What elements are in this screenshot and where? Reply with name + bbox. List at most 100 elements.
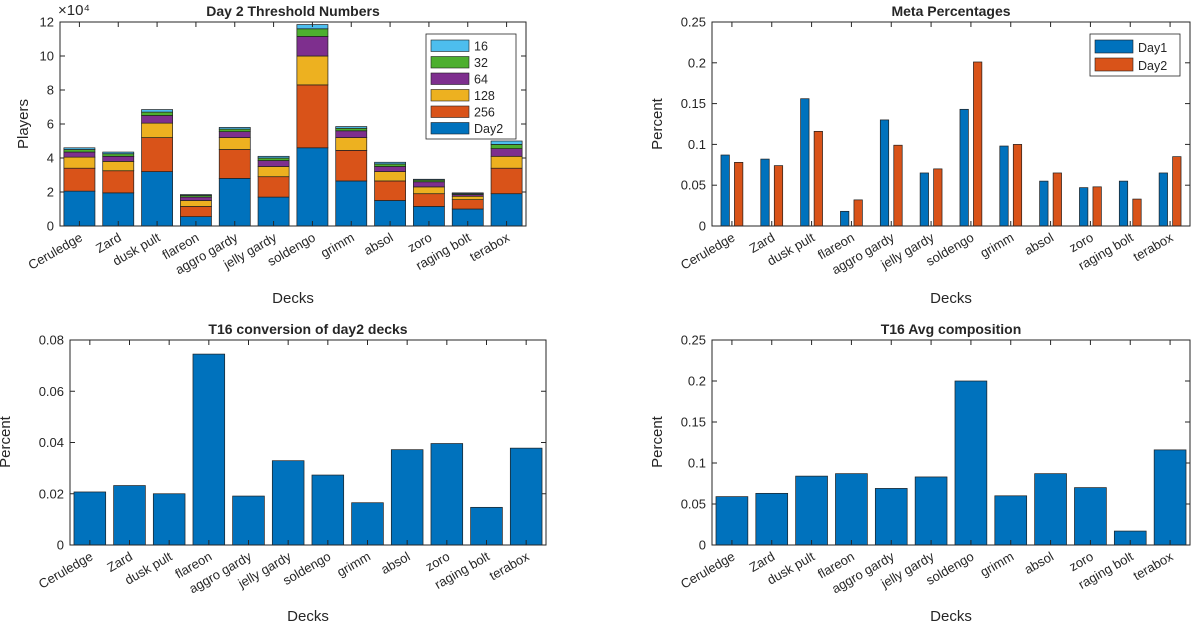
bar-segment — [490, 144, 523, 150]
bar-segment — [218, 127, 251, 130]
bar — [919, 172, 929, 227]
legend-label: 16 — [474, 40, 488, 54]
x-tick-label: absol — [1022, 549, 1057, 578]
y-tick-layer: 0 0.05 0.1 0.15 0.2 0.25 — [681, 15, 1190, 234]
bar-segment — [102, 170, 135, 194]
y-tick-label: 0.06 — [39, 384, 64, 399]
bar-segment — [413, 193, 445, 207]
bar — [853, 199, 863, 227]
legend-swatch — [430, 56, 470, 69]
bar — [1153, 449, 1187, 546]
chart-title: Meta Percentages — [891, 3, 1010, 19]
bar — [813, 130, 823, 227]
chart-title: T16 Avg composition — [881, 321, 1022, 337]
y-tick-layer: 0 0.05 0.1 0.15 0.2 0.25 — [681, 333, 1190, 553]
bar-segment — [490, 148, 523, 157]
bar — [755, 492, 789, 546]
bar-segment — [490, 140, 523, 145]
legend-label: Day2 — [1138, 59, 1167, 73]
bar-segment — [413, 181, 445, 188]
bar-segment — [257, 160, 290, 167]
legend-label: Day2 — [474, 122, 503, 136]
x-tick-label: absol — [1022, 230, 1057, 259]
bar-segment — [218, 149, 251, 179]
legend-label: Day1 — [1138, 41, 1167, 55]
bar — [760, 158, 770, 227]
bar-segment — [335, 180, 368, 227]
bar-segment — [63, 151, 96, 158]
bar — [1158, 172, 1168, 227]
y-tick-label: 0.25 — [681, 15, 706, 30]
y-tick-label: 0.25 — [681, 333, 706, 348]
bar-segment — [451, 199, 484, 210]
bar-segment — [374, 163, 406, 167]
bar-segment — [102, 161, 135, 172]
bar-segment — [102, 153, 135, 157]
y-axis-exponent: ×10⁴ — [58, 2, 90, 19]
bar-segment — [335, 150, 368, 182]
y-tick-label: 0.02 — [39, 486, 64, 501]
bar — [933, 168, 943, 227]
bar — [430, 443, 464, 546]
bar-segment — [490, 193, 523, 227]
x-tick-label: terabox — [487, 548, 532, 583]
y-tick-label: 0.15 — [681, 96, 706, 111]
bar-segment — [335, 137, 368, 151]
bar-segment — [102, 151, 135, 155]
x-tick-label: grimm — [334, 549, 373, 580]
bar — [874, 488, 908, 546]
bar — [1034, 473, 1067, 546]
bars-layer — [715, 380, 1187, 546]
x-tick-label: Ceruledge — [36, 549, 95, 592]
axes-box — [711, 339, 1191, 546]
legend-swatch — [1094, 39, 1134, 54]
bar-segment — [374, 171, 406, 182]
x-tick-label: Ceruledge — [25, 230, 84, 273]
chart-t16-avg-composition: T16 Avg composition 00.050.10.150.20.25 … — [649, 321, 1191, 625]
x-tick-label: terabox — [1131, 229, 1176, 264]
legend-swatch — [430, 105, 470, 118]
y-tick-label: 0.1 — [688, 456, 706, 471]
bar-segment — [141, 122, 173, 138]
bar-segment — [63, 156, 96, 169]
legend-label: 128 — [474, 89, 495, 103]
bar-segment — [296, 28, 329, 37]
legend-swatch — [430, 122, 470, 135]
y-tick-label: 0 — [47, 219, 54, 234]
bar-segment — [102, 155, 135, 162]
bar-segment — [296, 84, 329, 149]
x-tick-label: grimm — [977, 549, 1016, 580]
bar-segment — [102, 192, 135, 227]
bar-segment — [141, 171, 173, 227]
x-tick-label: absol — [378, 549, 413, 578]
x-tick-label: Ceruledge — [678, 230, 737, 273]
bar-segment — [218, 131, 251, 138]
y-tick-label: 0.05 — [681, 497, 706, 512]
bar-segment — [63, 149, 96, 153]
bar — [1118, 180, 1129, 227]
x-axis-label: Decks — [930, 608, 972, 625]
bars-layer — [73, 353, 543, 546]
legend: Day1 Day2 — [1089, 33, 1181, 77]
bar-segment — [374, 166, 406, 172]
bar — [773, 165, 784, 227]
bar — [800, 98, 810, 227]
bar — [1012, 144, 1023, 227]
bar — [954, 380, 988, 546]
axes-frame — [59, 21, 527, 227]
bar-segment — [257, 155, 290, 159]
y-tick-label: 0.05 — [681, 178, 706, 193]
bar — [1172, 156, 1182, 227]
axes-frame — [711, 339, 1191, 546]
bar-segment — [257, 166, 290, 178]
y-tick-label: 8 — [47, 83, 54, 98]
axes-box — [711, 21, 1191, 227]
bar-segment — [374, 180, 406, 201]
y-axis-label: Percent — [649, 415, 666, 468]
chart-meta-percentages: Meta Percentages 0 0.05 0.1 0.15 0.2 0.25 Cer… — [649, 3, 1191, 307]
y-tick-label: 6 — [47, 117, 54, 132]
y-tick-label: 0 — [57, 538, 64, 553]
bar — [113, 485, 146, 546]
